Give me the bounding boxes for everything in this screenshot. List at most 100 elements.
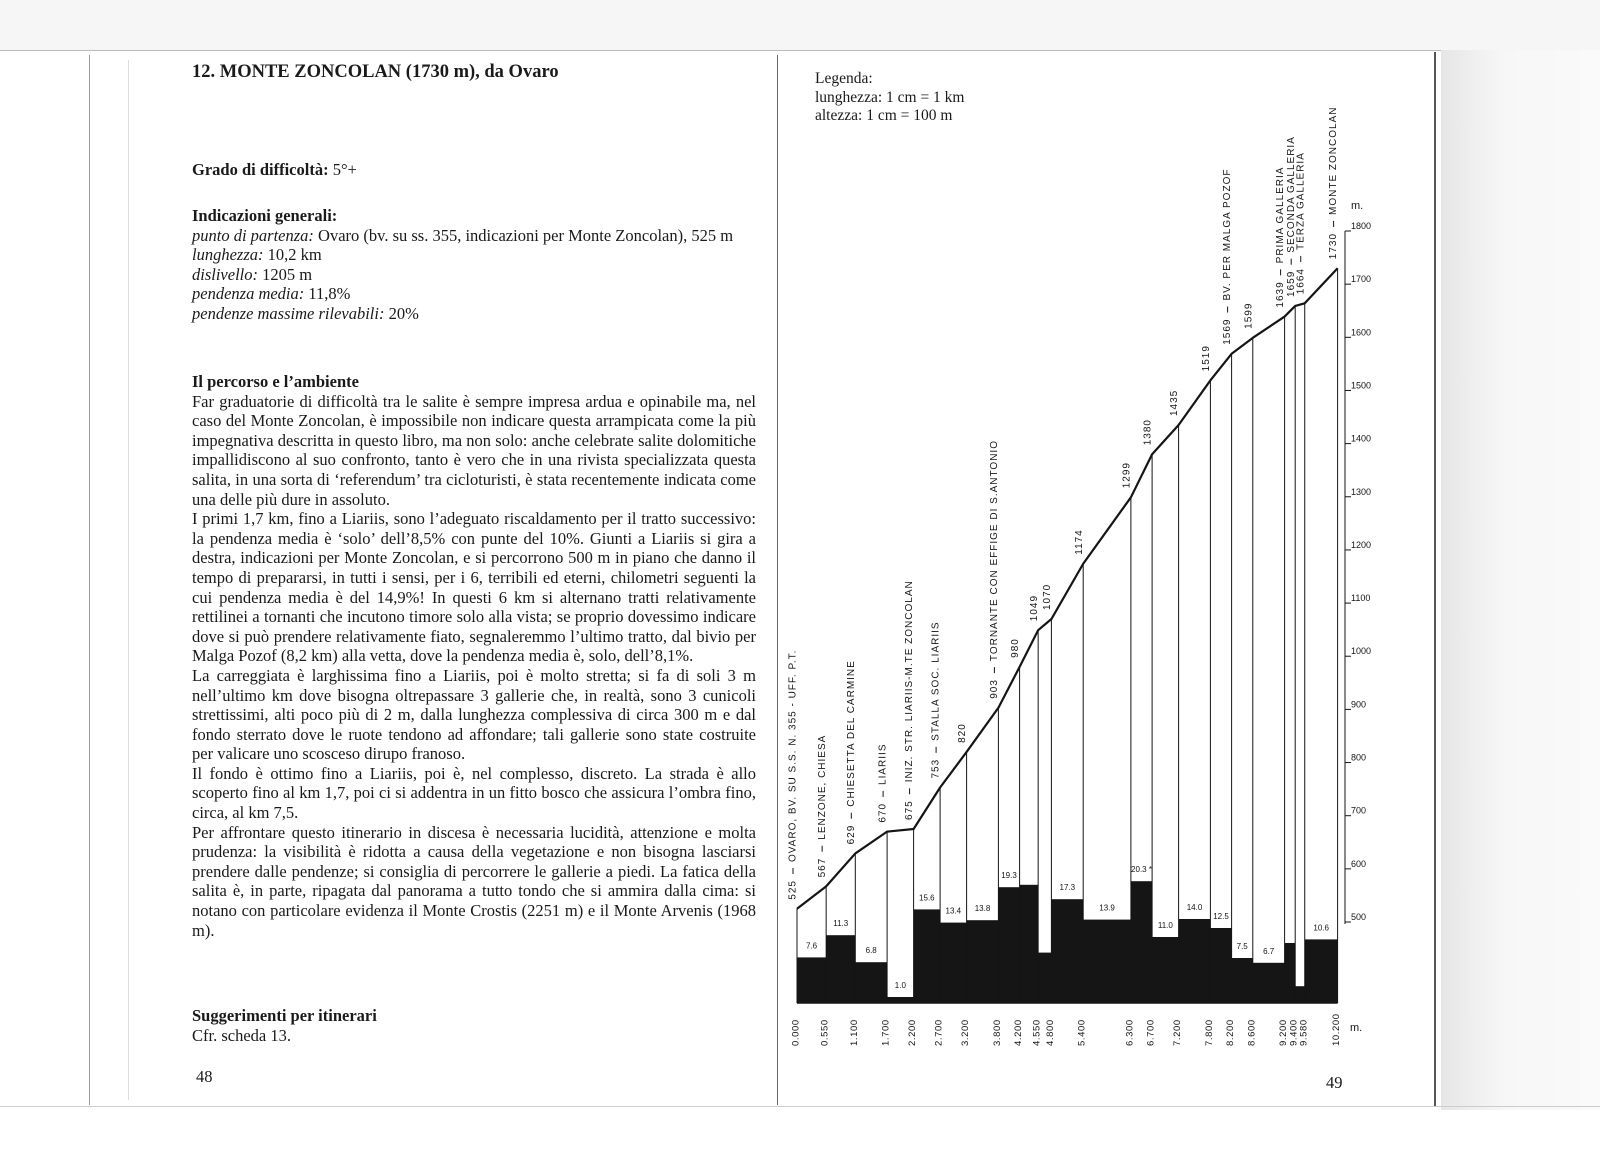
paragraph: Far graduatorie di difficoltà tra le sal… bbox=[192, 391, 756, 509]
x-tick-label: 0.550 bbox=[820, 1019, 831, 1046]
x-tick-label: 9.580 bbox=[1298, 1019, 1309, 1046]
title: 12. MONTE ZONCOLAN (1730 m), da Ovaro bbox=[192, 62, 559, 82]
elevation-label: 1664 bbox=[1295, 268, 1306, 294]
info-label: dislivello: bbox=[192, 264, 258, 284]
place-label: CHIESETTA DEL CARMINE bbox=[846, 660, 857, 807]
x-tick-label: 2.700 bbox=[934, 1019, 945, 1046]
elevation-label: 1569 bbox=[1222, 319, 1233, 345]
elevation-label: 629 bbox=[846, 825, 857, 845]
gradient-bar bbox=[1083, 919, 1131, 1003]
elevation-label: 1070 bbox=[1042, 584, 1053, 610]
place-label: BV. PER MALGA POZOF bbox=[1222, 169, 1233, 301]
gradient-label: 20.3 * bbox=[1131, 865, 1152, 874]
gradient-bar bbox=[1178, 919, 1211, 1003]
gradient-bar bbox=[826, 935, 856, 1003]
elevation-label: 1659 bbox=[1286, 271, 1297, 297]
page-number: 49 bbox=[1326, 1073, 1343, 1092]
route: Il percorso e l’ambiente Far graduatorie… bbox=[192, 372, 756, 940]
x-tick-label: 4.800 bbox=[1045, 1019, 1056, 1046]
x-axis-label: m. bbox=[1350, 1022, 1362, 1034]
y-tick-label: 700 bbox=[1351, 806, 1366, 816]
gradient-bar bbox=[998, 887, 1020, 1003]
legend-line: altezza: 1 cm = 100 m bbox=[815, 107, 953, 124]
x-tick-label: 7.800 bbox=[1204, 1019, 1215, 1046]
general-info: Indicazioni generali: punto di partenza:… bbox=[192, 206, 756, 324]
profile-line bbox=[796, 267, 1339, 910]
elevation-label: 980 bbox=[1010, 638, 1021, 658]
gradient-bar bbox=[797, 957, 827, 1003]
place-label: LENZONE, CHIESA bbox=[817, 735, 828, 840]
gradient-bar bbox=[1152, 937, 1179, 1003]
x-tick-label: 4.200 bbox=[1013, 1019, 1024, 1046]
place-label: LIARIIS bbox=[878, 743, 889, 784]
x-tick-label: 3.200 bbox=[960, 1019, 971, 1046]
elevation-label: 675 bbox=[904, 800, 915, 820]
gradient-label: 11.3 bbox=[833, 919, 849, 928]
y-tick-label: 1600 bbox=[1351, 327, 1371, 337]
gradient-bar bbox=[1051, 899, 1084, 1003]
difficulty-value: 5°+ bbox=[332, 160, 357, 179]
info-item: lunghezza: 10,2 km bbox=[192, 245, 756, 265]
gradient-label: 10.6 bbox=[1313, 923, 1329, 932]
elevation-label: 903 bbox=[989, 679, 1000, 699]
gradient-label: 13.9 bbox=[1099, 904, 1115, 913]
x-tick-label: 7.200 bbox=[1172, 1019, 1183, 1046]
elevation-label: 1049 bbox=[1029, 595, 1040, 621]
gradient-label: 12.5 bbox=[1213, 912, 1229, 921]
difficulty-label: Grado di difficoltà: bbox=[192, 160, 329, 179]
y-tick-label: 1200 bbox=[1351, 540, 1371, 550]
elevation-label: 1519 bbox=[1201, 345, 1212, 371]
y-tick-label: 1300 bbox=[1351, 487, 1371, 497]
y-tick-label: 1100 bbox=[1351, 593, 1370, 603]
info-value: 20% bbox=[388, 303, 419, 323]
place-label: TORNANTE CON EFFIGE DI S.ANTONIO bbox=[989, 440, 1000, 661]
x-tick-label: 2.200 bbox=[907, 1019, 918, 1046]
elevation-label: 1730 bbox=[1328, 233, 1339, 259]
gradient-label: 1.0 bbox=[895, 981, 907, 990]
x-tick-label: 5.400 bbox=[1077, 1019, 1088, 1046]
x-tick-label: 1.700 bbox=[881, 1019, 892, 1046]
legend: Legenda: lunghezza: 1 cm = 1 km altezza:… bbox=[815, 70, 965, 126]
y-tick-label: 1500 bbox=[1351, 380, 1371, 390]
elevation-label: 753 bbox=[931, 759, 942, 779]
gradient-bar bbox=[887, 997, 914, 1003]
gradient-bar bbox=[1304, 939, 1338, 1003]
info-label: pendenza media: bbox=[192, 284, 305, 304]
gradient-bar bbox=[1284, 943, 1296, 1003]
gradient-label: 14.0 bbox=[1187, 903, 1203, 912]
place-label: TERZA GALLERIA bbox=[1295, 152, 1306, 250]
x-tick-label: 9.400 bbox=[1289, 1019, 1300, 1046]
paragraph: Per affrontare questo itinerario in disc… bbox=[192, 822, 756, 940]
gradient-bar bbox=[1295, 986, 1305, 1003]
gradient-bar bbox=[913, 909, 941, 1003]
gradient-label: 6.8 bbox=[866, 946, 878, 955]
elevation-label: 1435 bbox=[1169, 390, 1180, 416]
y-tick-label: 800 bbox=[1351, 753, 1366, 763]
route-heading: Il percorso e l’ambiente bbox=[192, 372, 359, 391]
general-heading: Indicazioni generali: bbox=[192, 206, 338, 225]
gradient-label: 19.3 bbox=[1001, 871, 1017, 880]
paragraph: I primi 1,7 km, fino a Liariis, sono l’a… bbox=[192, 509, 756, 666]
info-value: 10,2 km bbox=[267, 245, 322, 265]
scan-bottom-edge bbox=[0, 1106, 1600, 1107]
y-axis-label: m. bbox=[1351, 200, 1363, 212]
elevation-label: 525 bbox=[788, 880, 799, 900]
y-tick-label: 1400 bbox=[1351, 434, 1371, 444]
info-item: pendenza media: 11,8% bbox=[192, 284, 756, 304]
x-tick-label: 4.550 bbox=[1032, 1019, 1043, 1046]
paragraph: La carreggiata è larghissima fino a Liar… bbox=[192, 665, 756, 764]
gradient-bar bbox=[1252, 962, 1285, 1003]
x-tick-label: 0.000 bbox=[791, 1019, 802, 1046]
info-value: 1205 m bbox=[262, 264, 313, 284]
elevation-label: 1639 bbox=[1275, 281, 1286, 307]
x-tick-label: 9.200 bbox=[1278, 1019, 1289, 1046]
gradient-bar bbox=[1038, 952, 1052, 1003]
scan-right-margin bbox=[1441, 50, 1600, 1110]
difficulty: Grado di difficoltà: 5°+ bbox=[192, 160, 756, 180]
x-tick-label: 10.200 bbox=[1331, 1013, 1342, 1046]
info-label: lunghezza: bbox=[192, 245, 264, 265]
info-item: pendenze massime rilevabili: 20% bbox=[192, 304, 756, 324]
gradient-bar bbox=[940, 922, 967, 1003]
gradient-label: 11.0 bbox=[1158, 921, 1174, 930]
gradient-label: 17.3 bbox=[1060, 883, 1076, 892]
